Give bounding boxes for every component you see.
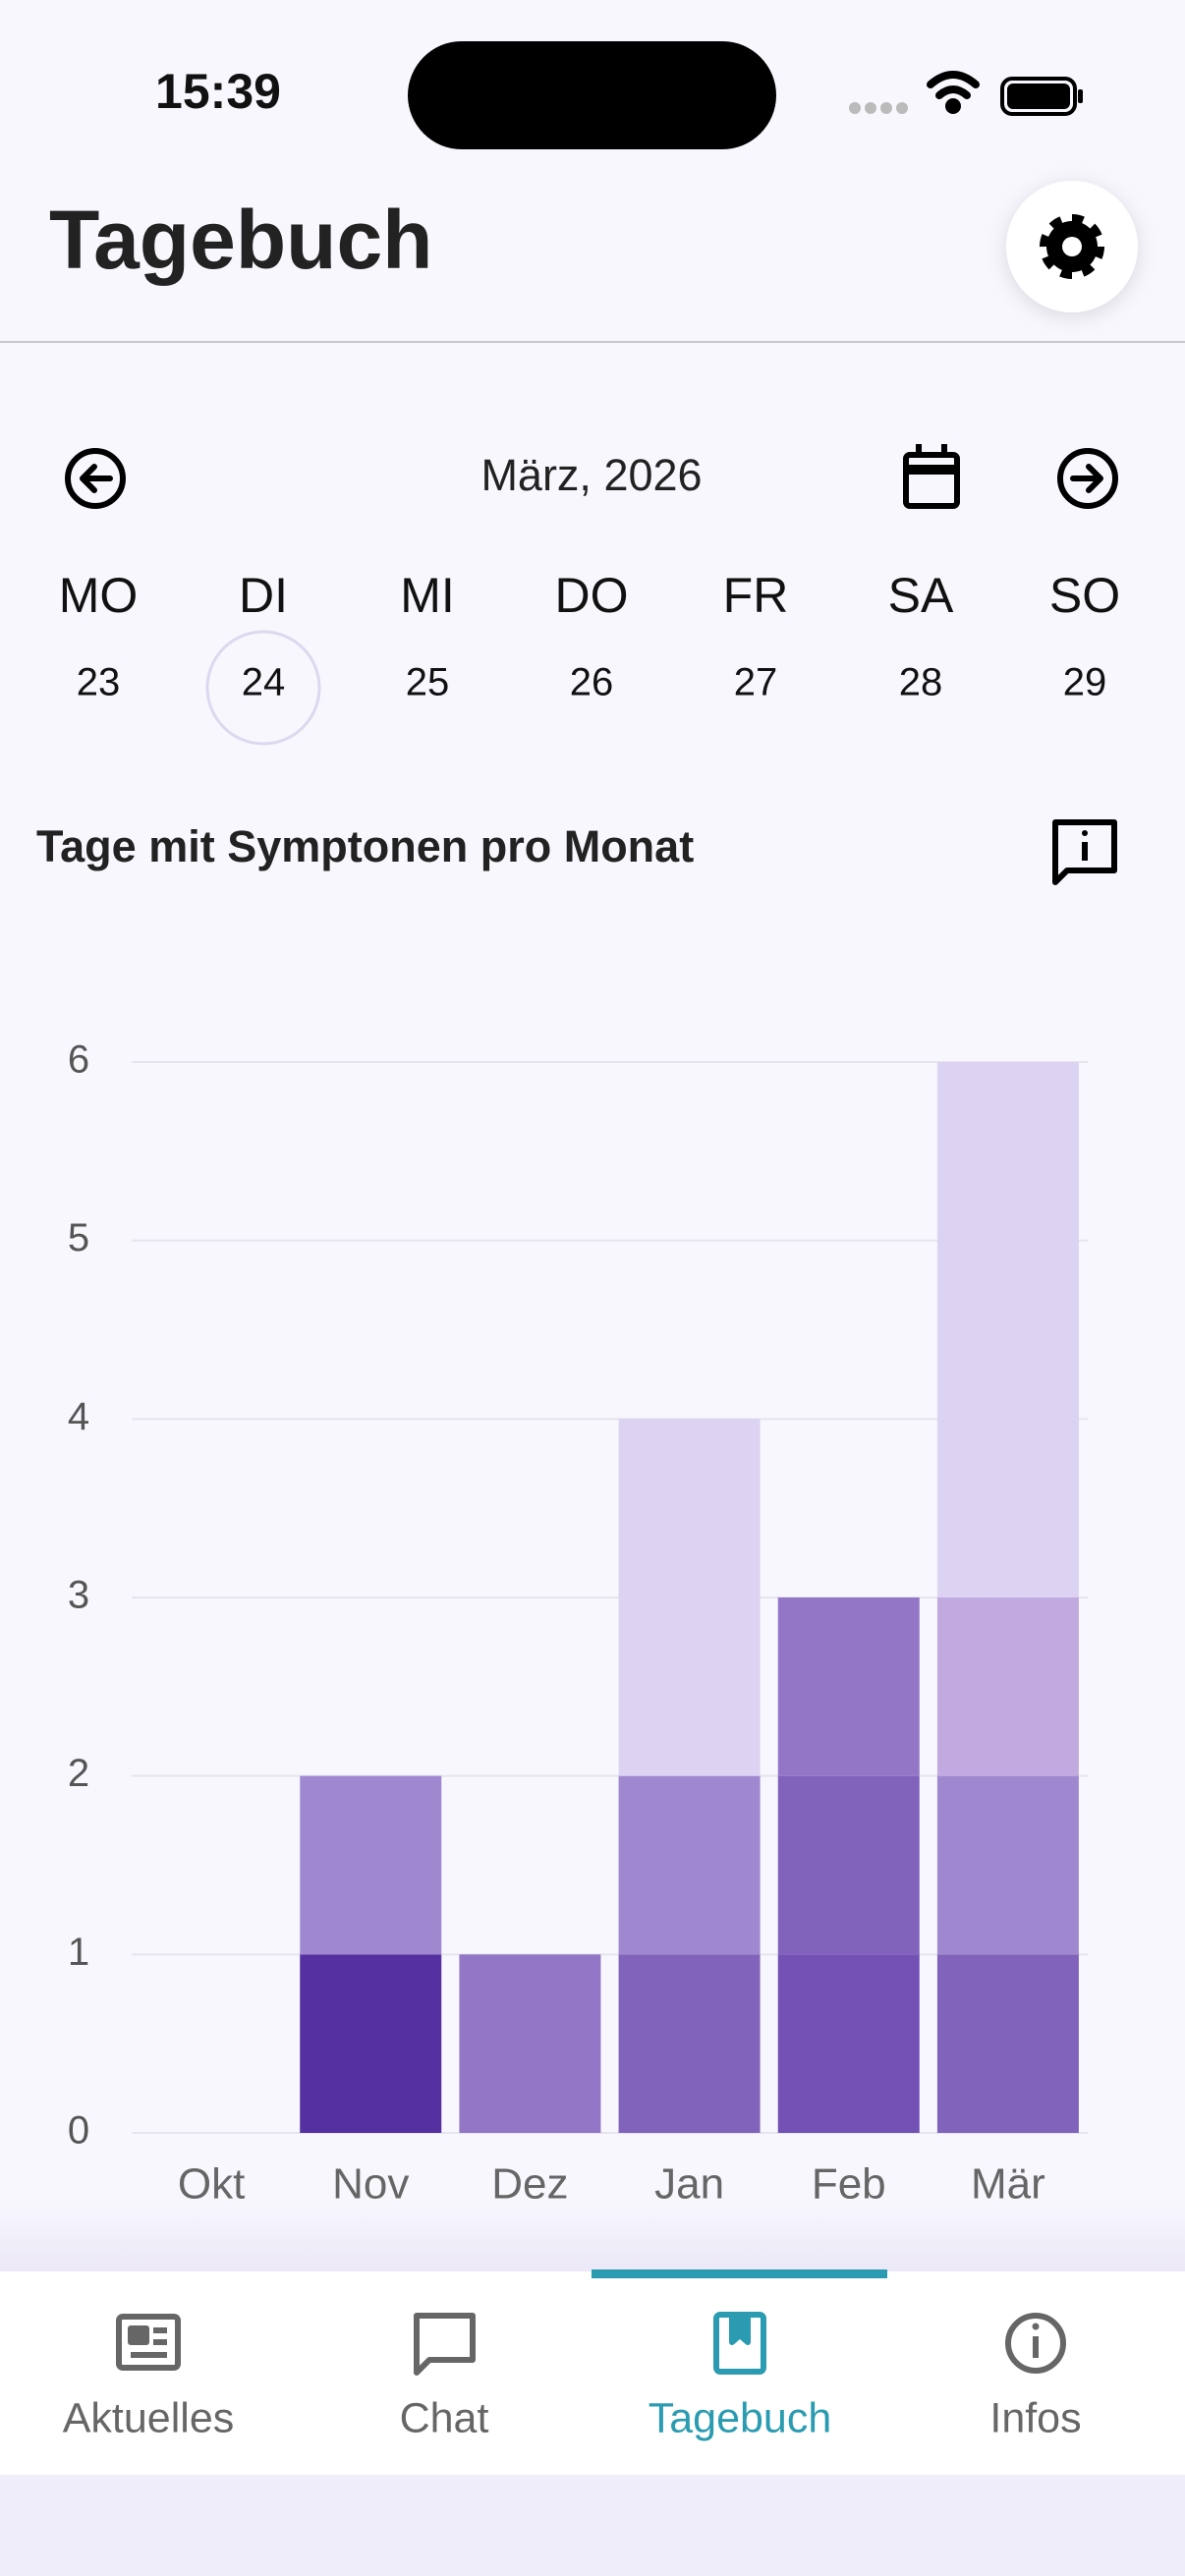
bar-segment bbox=[618, 1775, 761, 1955]
day-name[interactable]: DO bbox=[555, 568, 629, 623]
battery-level bbox=[1007, 84, 1070, 109]
day-date[interactable]: 26 bbox=[570, 661, 614, 704]
y-tick-label: 1 bbox=[68, 1931, 89, 1974]
nav-bar bbox=[0, 2271, 1185, 2475]
x-tick-label: Mär bbox=[971, 2160, 1045, 2209]
nav-tab[interactable]: Tagebuch bbox=[649, 2394, 832, 2441]
day-date[interactable]: 23 bbox=[77, 661, 121, 704]
wifi bbox=[927, 71, 980, 114]
next-week[interactable] bbox=[1057, 448, 1118, 509]
bar-segment bbox=[777, 1775, 920, 1955]
day-name[interactable]: SO bbox=[1049, 568, 1120, 623]
settings-button[interactable] bbox=[1006, 181, 1138, 312]
status-time: 15:39 bbox=[155, 64, 281, 119]
nav-tab[interactable]: Infos bbox=[989, 2394, 1081, 2441]
page-title: Tagebuch bbox=[49, 194, 432, 286]
y-tick-label: 5 bbox=[68, 1216, 89, 1260]
battery bbox=[1000, 77, 1077, 116]
x-tick-label: Jan bbox=[654, 2160, 724, 2209]
fade bbox=[0, 2201, 1185, 2271]
y-tick-label: 4 bbox=[68, 1395, 89, 1438]
y-tick-label: 6 bbox=[68, 1038, 89, 1082]
bar-segment bbox=[777, 1954, 920, 2133]
calendar-button[interactable] bbox=[903, 444, 960, 509]
icon-diary bbox=[713, 2312, 766, 2375]
icon-info bbox=[1005, 2313, 1066, 2374]
bar-segment bbox=[936, 1954, 1079, 2133]
chart-info-button[interactable] bbox=[1052, 819, 1117, 885]
bar-segment bbox=[936, 1597, 1079, 1776]
selected-day bbox=[205, 630, 321, 746]
day-date[interactable]: 25 bbox=[406, 661, 450, 704]
day-name[interactable]: MO bbox=[59, 568, 139, 623]
x-tick-label: Feb bbox=[812, 2160, 886, 2209]
icon-news bbox=[116, 2314, 181, 2371]
y-tick-label: 2 bbox=[68, 1752, 89, 1795]
bar-segment bbox=[300, 1954, 442, 2133]
bar-segment bbox=[300, 1775, 442, 1955]
dynamic-island bbox=[408, 41, 776, 149]
bar-segment bbox=[936, 1062, 1079, 1597]
day-name[interactable]: MI bbox=[400, 568, 455, 623]
y-tick-label: 0 bbox=[68, 2109, 89, 2153]
bar-segment bbox=[936, 1775, 1079, 1955]
nav-tab[interactable]: Aktuelles bbox=[63, 2394, 234, 2441]
active-indicator bbox=[592, 2269, 887, 2278]
day-date[interactable]: 28 bbox=[899, 661, 943, 704]
chart-title: Tage mit Symptonen pro Monat bbox=[36, 821, 694, 871]
bottom-area bbox=[0, 2475, 1185, 2576]
bar-segment bbox=[777, 1597, 920, 1776]
bar-segment bbox=[618, 1954, 761, 2133]
day-name[interactable]: SA bbox=[888, 568, 954, 623]
signal bbox=[849, 102, 908, 114]
day-date[interactable]: 29 bbox=[1063, 661, 1107, 704]
day-date[interactable]: 24 bbox=[242, 661, 286, 704]
bar-segment bbox=[459, 1954, 601, 2133]
day-name[interactable]: DI bbox=[239, 568, 288, 623]
x-tick-label: Okt bbox=[178, 2160, 245, 2209]
x-tick-label: Dez bbox=[491, 2160, 568, 2209]
battery-tip bbox=[1078, 89, 1083, 103]
month-label: März, 2026 bbox=[480, 450, 702, 500]
nav-tab[interactable]: Chat bbox=[400, 2394, 489, 2441]
icon-chat bbox=[414, 2313, 476, 2376]
day-name[interactable]: FR bbox=[723, 568, 789, 623]
y-tick-label: 3 bbox=[68, 1574, 89, 1617]
prev-week[interactable] bbox=[65, 448, 126, 509]
day-date[interactable]: 27 bbox=[734, 661, 778, 704]
x-tick-label: Nov bbox=[332, 2160, 409, 2209]
bar-segment bbox=[618, 1419, 761, 1776]
